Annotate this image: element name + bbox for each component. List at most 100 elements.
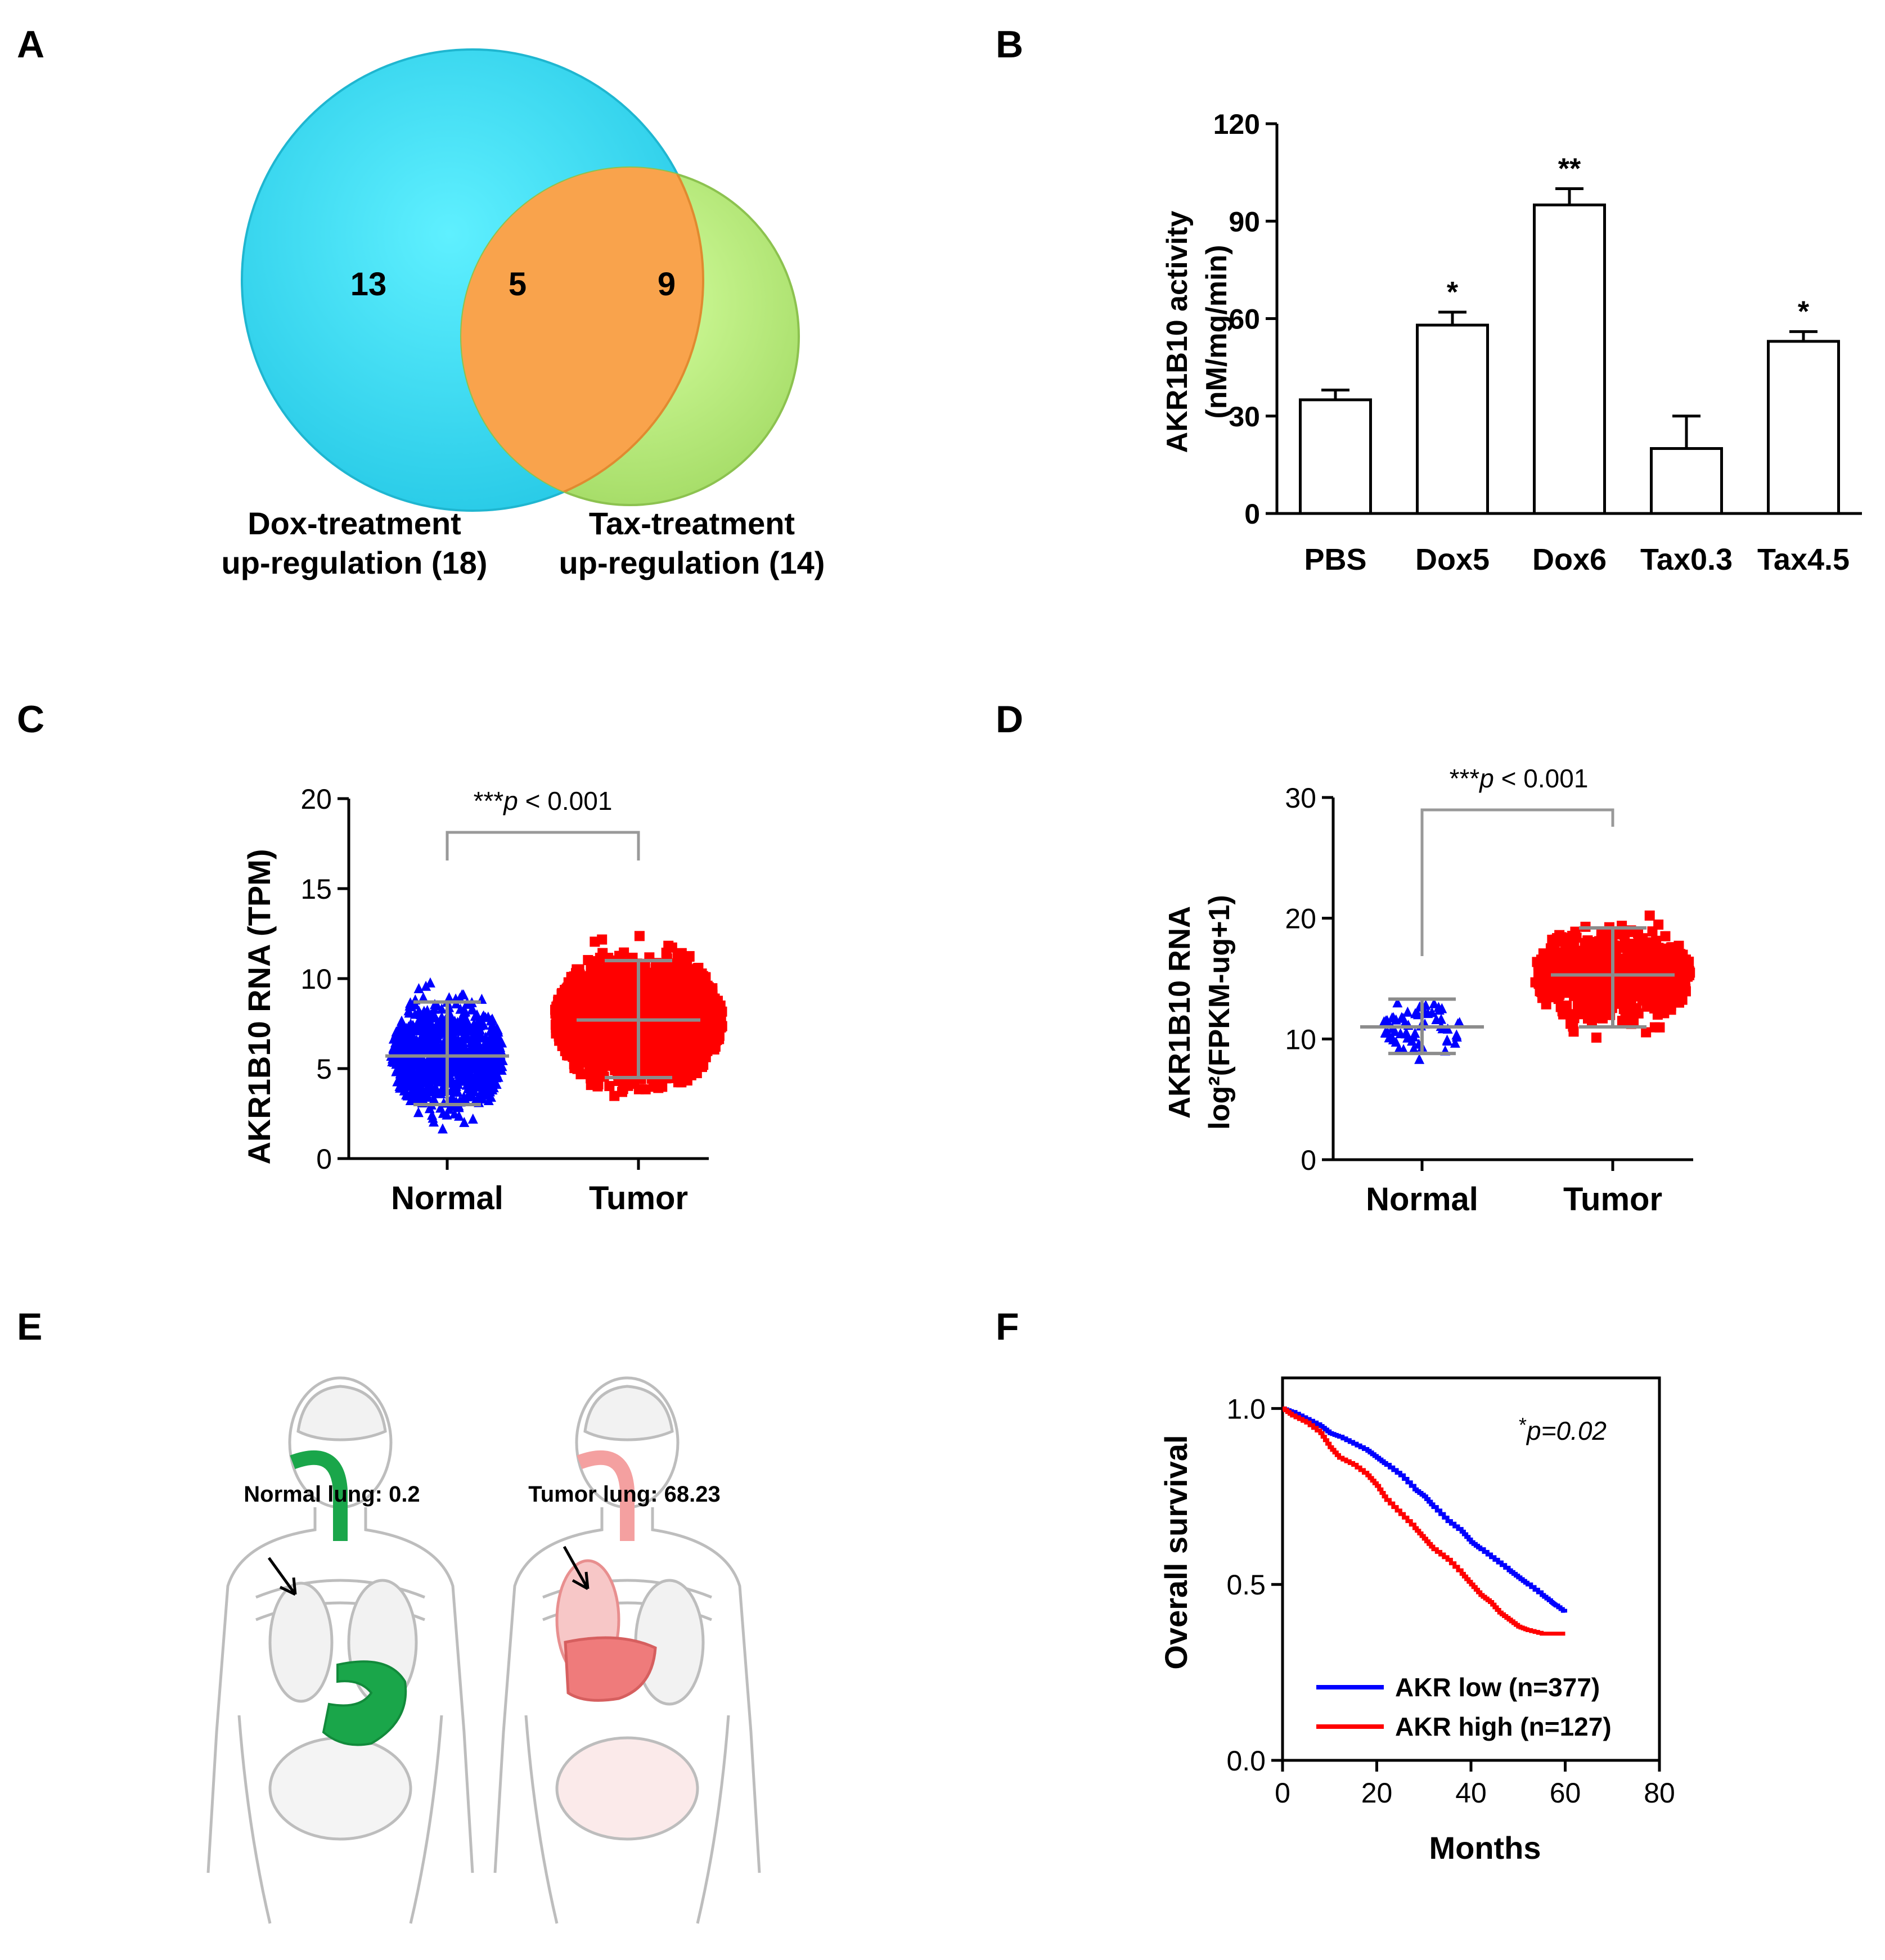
chart-c-sig-text: ***p < 0.001 — [474, 786, 613, 815]
chart-d-significance: ***p < 0.001 — [1420, 764, 1614, 956]
chart-d-point — [1680, 986, 1691, 997]
panel-label-a: A — [17, 23, 45, 66]
chart-d-point — [1552, 933, 1563, 944]
chart-b-y-tick-label: 120 — [1213, 109, 1260, 140]
chart-c-point — [489, 1062, 500, 1073]
chart-c-y-tick-label: 0 — [316, 1143, 332, 1175]
chart-c-point — [425, 1012, 436, 1023]
chart-c-point — [662, 1044, 672, 1055]
chart-c-point — [404, 1040, 415, 1051]
chart-c-point — [583, 977, 594, 988]
chart-c-point — [669, 1025, 680, 1036]
chart-c-point — [569, 988, 579, 998]
chart-d-point — [1654, 1022, 1665, 1033]
chart-c-point — [577, 989, 587, 999]
chart-c-point — [432, 1059, 443, 1070]
chart-c-point — [422, 1028, 433, 1038]
brain-outline — [583, 1385, 674, 1441]
chart-c-point — [700, 972, 711, 983]
chart-f-y-tick-label: 1.0 — [1226, 1393, 1266, 1425]
chart-d-point — [1546, 992, 1557, 1003]
chart-c-point — [682, 1075, 692, 1086]
chart-c-point — [467, 1113, 478, 1124]
chart-d: AKR1B10 RNA log²(FPKM-ug+1) 0 10 20 30 ***p… — [1163, 764, 1695, 1218]
chart-c-point — [651, 1029, 662, 1040]
chart-c-point — [493, 1057, 504, 1067]
chart-d-point — [1667, 995, 1677, 1006]
chart-c-point — [596, 1031, 607, 1042]
chart-d-point — [1431, 1014, 1442, 1025]
chart-d-point — [1613, 994, 1623, 1004]
chart-c-point — [426, 1046, 437, 1056]
chart-c-point — [475, 1063, 485, 1074]
chart-c-point — [397, 1060, 407, 1071]
chart-b-bar — [1767, 340, 1840, 515]
chart-b-x-labels: PBS Dox5 Dox6 Tax0.3 Tax4.5 — [1304, 543, 1850, 576]
torso-outline — [493, 1507, 761, 1873]
chart-c-point — [455, 1054, 466, 1065]
chart-c-point — [575, 1069, 586, 1080]
chart-c-point — [576, 1045, 587, 1056]
chart-c-point — [467, 1076, 478, 1087]
hip-outline — [524, 1715, 730, 1924]
chart-c-point — [406, 1071, 417, 1082]
chart-b-sig-label: * — [1447, 276, 1459, 309]
chart-c-point — [495, 1042, 506, 1052]
chart-b-bar — [1650, 447, 1723, 515]
chart-c-point — [590, 989, 601, 1000]
chart-c-point — [471, 1009, 482, 1020]
chart-c-point — [433, 1033, 444, 1044]
chart-c-point — [414, 1039, 425, 1050]
liver-organ — [564, 1636, 657, 1702]
chart-d-points — [1379, 910, 1695, 1064]
chart-c-point — [447, 1058, 457, 1069]
chart-c-point — [672, 951, 683, 962]
chart-d-point — [1641, 984, 1652, 994]
chart-d-point — [1573, 994, 1583, 1005]
chart-c-point — [653, 1067, 664, 1077]
chart-b-x-tick-label: Tax0.3 — [1640, 543, 1733, 576]
chart-d-point — [1656, 989, 1667, 1000]
chart-c-point — [460, 1059, 471, 1070]
chart-c-point — [663, 940, 674, 951]
chart-d-point — [1451, 1029, 1462, 1040]
chart-d-point — [1537, 977, 1547, 988]
chart-c-point — [570, 1021, 581, 1031]
chart-d-point — [1382, 1027, 1393, 1038]
chart-d-point — [1393, 1043, 1404, 1053]
chart-c-x-tick-label: Normal — [391, 1180, 503, 1216]
chart-c-point — [420, 1010, 430, 1021]
chart-d-point — [1661, 947, 1671, 957]
esophagus-organ — [290, 1450, 348, 1541]
chart-c-point — [404, 1000, 415, 1011]
chart-c-point — [412, 1093, 423, 1104]
chart-c-point — [491, 1079, 502, 1089]
esophagus-organ — [577, 1450, 635, 1541]
chart-c-y-axis: 0 5 10 15 20 — [300, 783, 709, 1175]
chart-d-point — [1647, 926, 1658, 937]
chart-c-point — [493, 1071, 503, 1082]
chart-f-x-tick-label: 0 — [1275, 1777, 1290, 1809]
chart-d-point — [1392, 997, 1403, 1008]
chart-d-point — [1592, 989, 1603, 1000]
chart-c-point — [607, 995, 618, 1006]
chart-c-point — [478, 1083, 488, 1093]
chart-c-point — [619, 985, 629, 996]
chart-c-point — [641, 992, 651, 1002]
chart-c-point — [455, 1025, 465, 1036]
chart-c-point — [619, 995, 629, 1006]
chart-f-x-tick-label: 40 — [1455, 1777, 1487, 1809]
chart-b-x-tick-label: Dox6 — [1532, 543, 1607, 576]
chart-c-point — [658, 961, 669, 971]
chart-c-point — [611, 1032, 622, 1043]
chart-c-point — [583, 1057, 593, 1067]
chart-c-point — [563, 1043, 574, 1054]
chart-c-point — [624, 966, 635, 977]
chart-c-point — [702, 980, 713, 991]
chart-d-point — [1409, 1043, 1419, 1053]
chart-c-point — [390, 1044, 401, 1055]
chart-c-point — [404, 1060, 415, 1070]
intestine-outline — [268, 1736, 412, 1841]
chart-c-point — [714, 1013, 725, 1024]
